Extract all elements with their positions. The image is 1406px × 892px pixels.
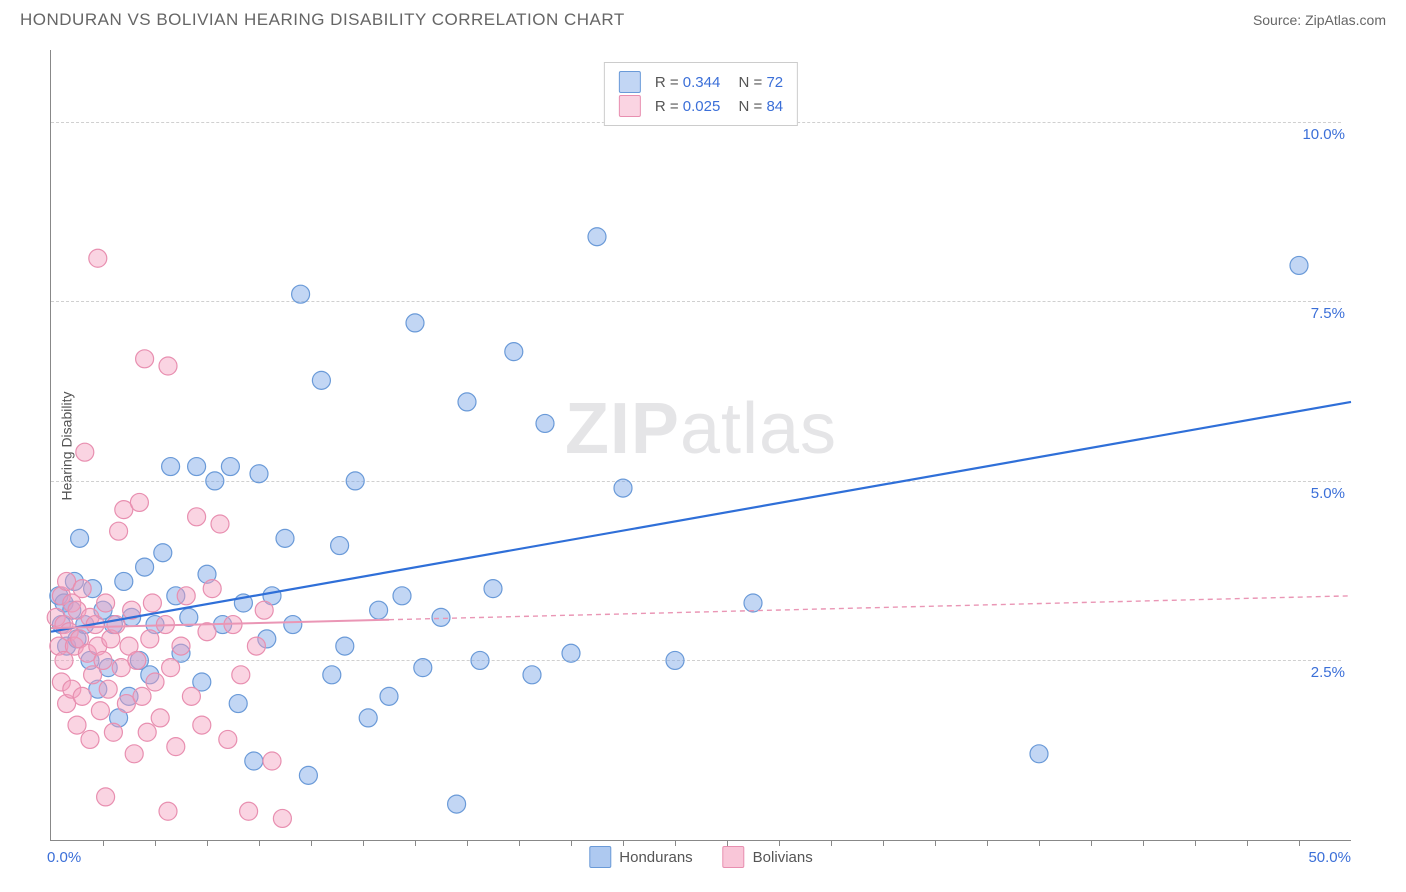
x-min-label: 0.0% [47,849,81,866]
data-point [71,529,89,547]
data-point [744,594,762,612]
data-point [138,723,156,741]
data-point [159,802,177,820]
data-point [1290,256,1308,274]
data-point [273,809,291,827]
data-point [359,709,377,727]
data-point [484,580,502,598]
data-point [159,357,177,375]
x-max-label: 50.0% [1308,849,1351,866]
data-point [133,687,151,705]
data-point [172,637,190,655]
data-point [1030,745,1048,763]
data-point [68,716,86,734]
data-point [346,472,364,490]
data-point [323,666,341,684]
data-point [73,580,91,598]
data-point [151,709,169,727]
data-point [263,752,281,770]
data-point [211,515,229,533]
data-point [458,393,476,411]
data-point [562,644,580,662]
data-point [588,228,606,246]
data-point [177,587,195,605]
data-point [99,680,117,698]
data-point [380,687,398,705]
data-point [146,673,164,691]
swatch-hondurans-icon [589,846,611,868]
data-point [448,795,466,813]
data-point [247,637,265,655]
data-point [240,802,258,820]
source-attribution: Source: ZipAtlas.com [1253,12,1386,28]
data-point [393,587,411,605]
data-point [136,350,154,368]
data-point [97,594,115,612]
data-point [141,630,159,648]
data-point [505,343,523,361]
data-point [81,730,99,748]
data-point [206,472,224,490]
data-point [312,371,330,389]
data-point [336,637,354,655]
data-point [182,687,200,705]
scatter-svg [51,50,1351,840]
data-point [125,745,143,763]
data-point [250,465,268,483]
data-point [203,580,221,598]
data-point [284,616,302,634]
data-point [143,594,161,612]
chart-plot-area: ZIPatlas 2.5%5.0%7.5%10.0% R = 0.344 N =… [50,50,1351,841]
data-point [94,651,112,669]
data-point [255,601,273,619]
data-point [115,572,133,590]
data-point [432,608,450,626]
data-point [299,766,317,784]
data-point [104,723,122,741]
data-point [198,623,216,641]
data-point [167,738,185,756]
trend-line [51,402,1351,632]
data-point [162,659,180,677]
legend-item-bolivians: Bolivians [723,846,813,868]
data-point [130,493,148,511]
series-legend: Hondurans Bolivians [589,846,812,868]
data-point [229,695,247,713]
data-point [128,651,146,669]
data-point [221,458,239,476]
data-point [245,752,263,770]
data-point [370,601,388,619]
chart-title: HONDURAN VS BOLIVIAN HEARING DISABILITY … [20,10,625,30]
trend-line-extrapolated [389,596,1351,620]
data-point [414,659,432,677]
legend-item-hondurans: Hondurans [589,846,692,868]
data-point [232,666,250,684]
data-point [523,666,541,684]
data-point [276,529,294,547]
data-point [89,249,107,267]
data-point [219,730,237,748]
data-point [666,651,684,669]
data-point [154,544,172,562]
swatch-bolivians-icon [723,846,745,868]
data-point [73,687,91,705]
data-point [292,285,310,303]
data-point [406,314,424,332]
data-point [614,479,632,497]
data-point [471,651,489,669]
data-point [110,522,128,540]
data-point [76,443,94,461]
data-point [193,716,211,734]
data-point [331,537,349,555]
data-point [536,414,554,432]
data-point [97,788,115,806]
data-point [136,558,154,576]
data-point [188,458,206,476]
data-point [188,508,206,526]
data-point [162,458,180,476]
data-point [91,702,109,720]
